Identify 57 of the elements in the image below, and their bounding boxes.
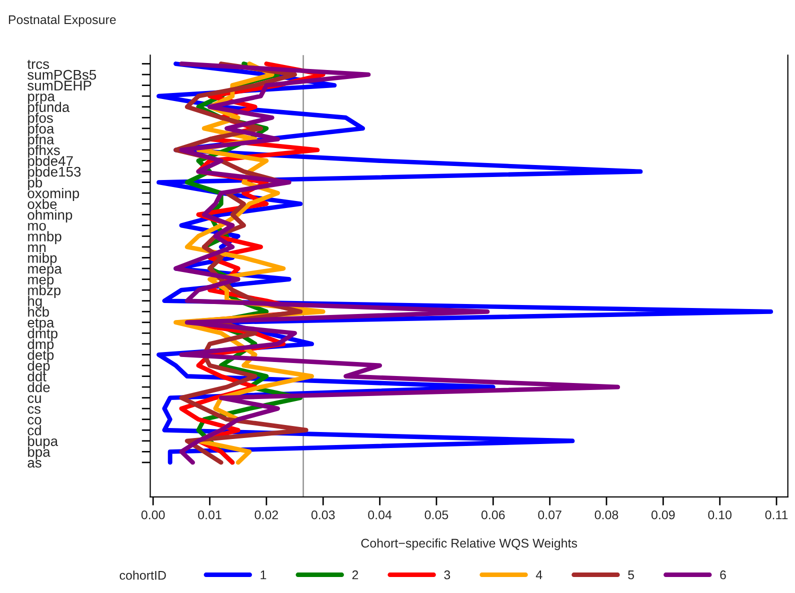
y-tick-label: bupa	[28, 436, 58, 449]
y-tick-label: mnbp	[28, 231, 62, 244]
x-tick-label: 0.06	[481, 510, 505, 520]
y-tick-label: hcb	[28, 306, 49, 317]
y-tick-label: pb	[28, 177, 42, 190]
y-tick-label: pfna	[28, 134, 54, 148]
y-tick-label: ddt	[28, 371, 46, 382]
legend-label: 5	[628, 570, 634, 580]
legend-label: 3	[444, 570, 450, 580]
y-tick-label: pfoa	[28, 123, 54, 136]
y-tick-label: etpa	[28, 318, 54, 330]
y-tick-label: pbde153	[28, 166, 81, 180]
y-tick-label: dep	[28, 360, 50, 374]
y-tick-label: mibp	[28, 252, 57, 266]
y-tick-label: prpa	[28, 94, 55, 104]
y-tick-label: pfos	[28, 112, 53, 126]
y-tick-label: pfunda	[28, 102, 70, 115]
x-tick-label: 0.09	[651, 510, 675, 520]
y-tick-label: co	[28, 416, 42, 425]
y-tick-label: bpa	[28, 446, 50, 460]
legend-label: 2	[352, 570, 358, 580]
x-tick-label: 0.04	[368, 510, 392, 520]
x-axis-title: Cohort−specific Relative WQS Weights	[361, 538, 578, 550]
y-tick-label: cu	[28, 395, 41, 403]
y-tick-label: cs	[28, 406, 41, 414]
y-tick-label: as	[28, 460, 42, 468]
y-tick-label: oxominp	[28, 188, 80, 201]
y-tick-label: sumPCBs5	[28, 70, 96, 80]
y-tick-label: cd	[28, 425, 41, 436]
y-tick-label: oxbe	[28, 198, 57, 210]
x-tick-label: 0.08	[594, 510, 618, 520]
x-tick-label: 0.10	[708, 510, 732, 520]
legend-label: 4	[536, 570, 542, 580]
x-tick-label: 0.02	[254, 510, 278, 520]
y-tick-label: mo	[28, 222, 46, 231]
y-tick-label: detp	[28, 350, 54, 363]
x-tick-label: 0.00	[141, 510, 165, 520]
y-tick-label: trcs	[27, 60, 50, 69]
legend-label: 1	[260, 570, 266, 580]
x-tick-label: 0.07	[538, 510, 562, 520]
y-tick-label: hg	[28, 296, 42, 309]
legend-label: 6	[720, 570, 726, 580]
y-tick-label: mepa	[28, 266, 62, 276]
x-tick-label: 0.03	[311, 510, 335, 520]
y-tick-label: pbde47	[28, 156, 73, 169]
y-tick-label: sumDEHP	[28, 80, 92, 90]
x-tick-label: 0.11	[765, 510, 788, 520]
y-tick-label: mep	[28, 276, 54, 288]
y-axis-title: Postnatal Exposure	[8, 14, 116, 27]
x-tick-label: 0.05	[424, 510, 448, 520]
y-tick-label: mbzp	[28, 285, 61, 298]
x-tick-label: 0.01	[198, 510, 222, 520]
y-tick-label: ohminp	[28, 210, 72, 223]
y-tick-label: mn	[28, 244, 46, 252]
legend-title: cohortID	[120, 570, 166, 580]
y-tick-label: dde	[28, 382, 50, 392]
y-tick-label: pfhxs	[28, 144, 60, 158]
